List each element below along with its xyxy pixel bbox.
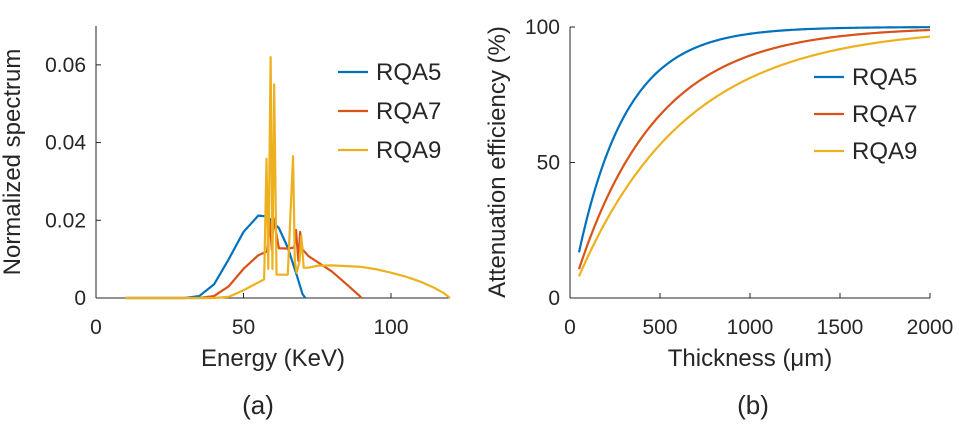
chart-panel-a: 0 50 100 0 0.02 0.04 0.06 Energy (KeV) Normalize… <box>0 26 451 420</box>
x-tick-label: 100 <box>373 316 408 339</box>
y-axis-label: Normalized spectrum <box>0 49 26 276</box>
y-axis-label: Attenuation efficiency (%) <box>484 26 511 298</box>
legend-label-rqa7: RQA7 <box>852 101 917 128</box>
series-line-rqa5 <box>577 26 931 253</box>
legend-label-rqa9: RQA9 <box>376 137 441 164</box>
series-line-rqa5 <box>125 214 307 300</box>
x-tick-label: 2000 <box>907 316 954 339</box>
legend-label-rqa7: RQA7 <box>376 98 441 125</box>
y-tick-label: 50 <box>537 152 560 175</box>
legend-label-rqa9: RQA9 <box>852 138 917 165</box>
legend-label-rqa5: RQA5 <box>852 64 917 91</box>
y-tick-label: 0.06 <box>45 54 86 77</box>
x-tick-label: 500 <box>642 316 677 339</box>
x-tick-label: 50 <box>232 316 255 339</box>
x-tick-label: 0 <box>90 316 102 339</box>
legend-label-rqa5: RQA5 <box>376 59 441 86</box>
series-line-rqa9 <box>577 35 931 277</box>
y-tick-label: 0 <box>548 287 560 310</box>
y-tick-label: 0.02 <box>45 209 86 232</box>
series-line-rqa7 <box>125 217 363 300</box>
x-axis-label: Energy (KeV) <box>201 345 345 372</box>
x-axis-label: Thickness (μm) <box>668 345 833 372</box>
x-tick-label: 1500 <box>817 316 864 339</box>
panel-label: (b) <box>737 390 769 420</box>
y-tick-label: 0 <box>74 287 86 310</box>
y-tick-label: 100 <box>525 16 560 39</box>
chart-panel-b: 0 500 1000 1500 2000 0 50 100 Thickness (μm) Atte… <box>484 16 953 420</box>
x-tick-label: 0 <box>564 316 576 339</box>
x-tick-label: 1000 <box>727 316 774 339</box>
panel-label: (a) <box>242 390 274 420</box>
y-tick-label: 0.04 <box>45 132 86 155</box>
series-line-rqa9 <box>125 55 451 300</box>
series-line-rqa7 <box>577 28 931 270</box>
